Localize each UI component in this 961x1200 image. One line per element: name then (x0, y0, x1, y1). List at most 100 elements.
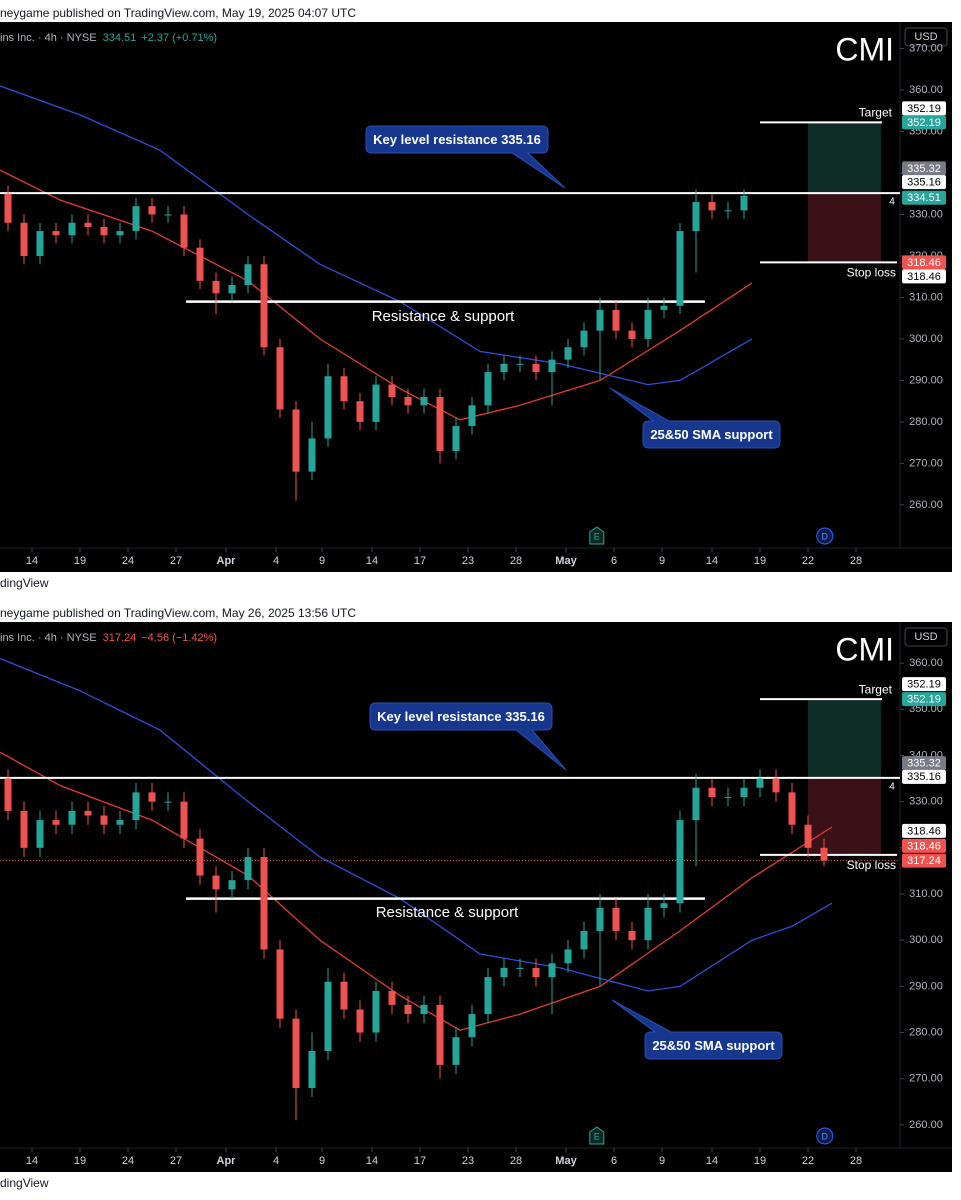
candle-body (100, 815, 108, 825)
x-tick-label: May (555, 1155, 577, 1167)
candle-body (196, 247, 204, 281)
publish-header: neygame published on TradingView.com, Ma… (0, 6, 356, 20)
candle-body (212, 875, 220, 890)
candle-body (324, 981, 332, 1052)
ticker-title: CMI (835, 631, 894, 667)
candle-body (356, 401, 364, 422)
candle-body (372, 990, 380, 1033)
candle-body (68, 810, 76, 825)
footer: dingView (0, 576, 49, 590)
candle-body (500, 363, 508, 373)
x-tick-label: 14 (26, 555, 38, 567)
candle-body (676, 231, 684, 306)
candle-body (532, 363, 540, 373)
price-tag-label: 318.46 (907, 825, 941, 837)
candle-body (676, 820, 684, 904)
currency: USD (914, 31, 937, 43)
symbol-name: ins Inc. · 4h · NYSE (0, 632, 97, 644)
x-tick-label: 19 (754, 555, 766, 567)
support-label: Resistance & support (376, 904, 519, 921)
price-tag (902, 853, 946, 868)
price-tag (902, 115, 946, 130)
last-price: 334.51 (103, 32, 137, 44)
candle-body (388, 990, 396, 1005)
candle-body (212, 280, 220, 294)
candle-body (740, 787, 748, 798)
candle-body (132, 792, 140, 821)
candle-body (596, 309, 604, 331)
y-tick-label: 260.00 (909, 1119, 943, 1131)
x-tick-label: 9 (659, 1155, 665, 1167)
x-tick-label: Apr (217, 555, 237, 567)
x-tick-label: 14 (366, 1155, 378, 1167)
target-zone (808, 122, 881, 194)
price-tag-label: 352.19 (907, 117, 941, 129)
candle-body (468, 405, 476, 427)
candle-body (292, 409, 300, 472)
price-change: −4.56 (−1.42%) (141, 632, 217, 644)
candle-body (180, 214, 188, 248)
x-tick-label: 28 (850, 1155, 862, 1167)
price-tag-label: 352.19 (907, 679, 941, 691)
event-marker (816, 527, 834, 545)
x-tick-label: 24 (122, 555, 134, 567)
candle-body (564, 949, 572, 964)
publish-header: neygame published on TradingView.com, Ma… (0, 606, 356, 620)
moving-average (0, 169, 753, 421)
moving-average (0, 751, 833, 1031)
candle-body (468, 1014, 476, 1038)
x-tick-label: 14 (706, 1155, 718, 1167)
price-tag (902, 190, 946, 205)
x-tick-label: 4 (273, 555, 279, 567)
candle-body (404, 1004, 412, 1015)
moving-average (0, 657, 833, 992)
candle-body (164, 214, 172, 216)
candle-body (164, 801, 172, 803)
candle-body (404, 397, 412, 406)
candle-body (516, 967, 524, 969)
candle-body (52, 231, 60, 236)
candle-body (772, 778, 780, 793)
candle-body (292, 1018, 300, 1088)
price-tag-label: 318.46 (907, 257, 941, 269)
candle-body (228, 880, 236, 890)
sma-callout-bubble (609, 387, 781, 449)
x-tick-label: 19 (754, 1155, 766, 1167)
candle-body (116, 820, 124, 825)
y-tick-label: 290.00 (909, 374, 943, 386)
candle-body (52, 820, 60, 825)
candle-body (596, 907, 604, 931)
candle-body (548, 359, 556, 373)
price-tag-label: 318.46 (907, 271, 941, 283)
candle-body (420, 1004, 428, 1015)
candle-body (276, 949, 284, 1019)
sma-callout-bubble (611, 999, 783, 1060)
y-tick-label: 280.00 (909, 416, 943, 428)
candle-body (756, 778, 764, 788)
candle-body (116, 231, 124, 236)
candle-body (644, 309, 652, 339)
currency: USD (914, 631, 937, 643)
price-tag (902, 692, 946, 707)
candle-body (4, 778, 12, 811)
x-tick-label: 22 (802, 1155, 814, 1167)
x-tick-label: 14 (706, 555, 718, 567)
candle-body (84, 222, 92, 227)
candle-body (820, 847, 828, 861)
y-tick-label: 330.00 (909, 208, 943, 220)
last-price: 317.24 (103, 632, 137, 644)
candle-body (372, 384, 380, 422)
price-tag-label: 335.32 (907, 757, 941, 769)
y-tick-label: 330.00 (909, 796, 943, 808)
candle-body (260, 857, 268, 950)
candle-body (580, 930, 588, 950)
x-tick-label: 17 (414, 555, 426, 567)
candle-body (452, 426, 460, 451)
candle-body (484, 372, 492, 406)
y-tick-label: 300.00 (909, 934, 943, 946)
target-label: Target (859, 106, 893, 120)
candle-body (436, 1004, 444, 1065)
candle-body (484, 977, 492, 1015)
event-marker (816, 1127, 834, 1145)
